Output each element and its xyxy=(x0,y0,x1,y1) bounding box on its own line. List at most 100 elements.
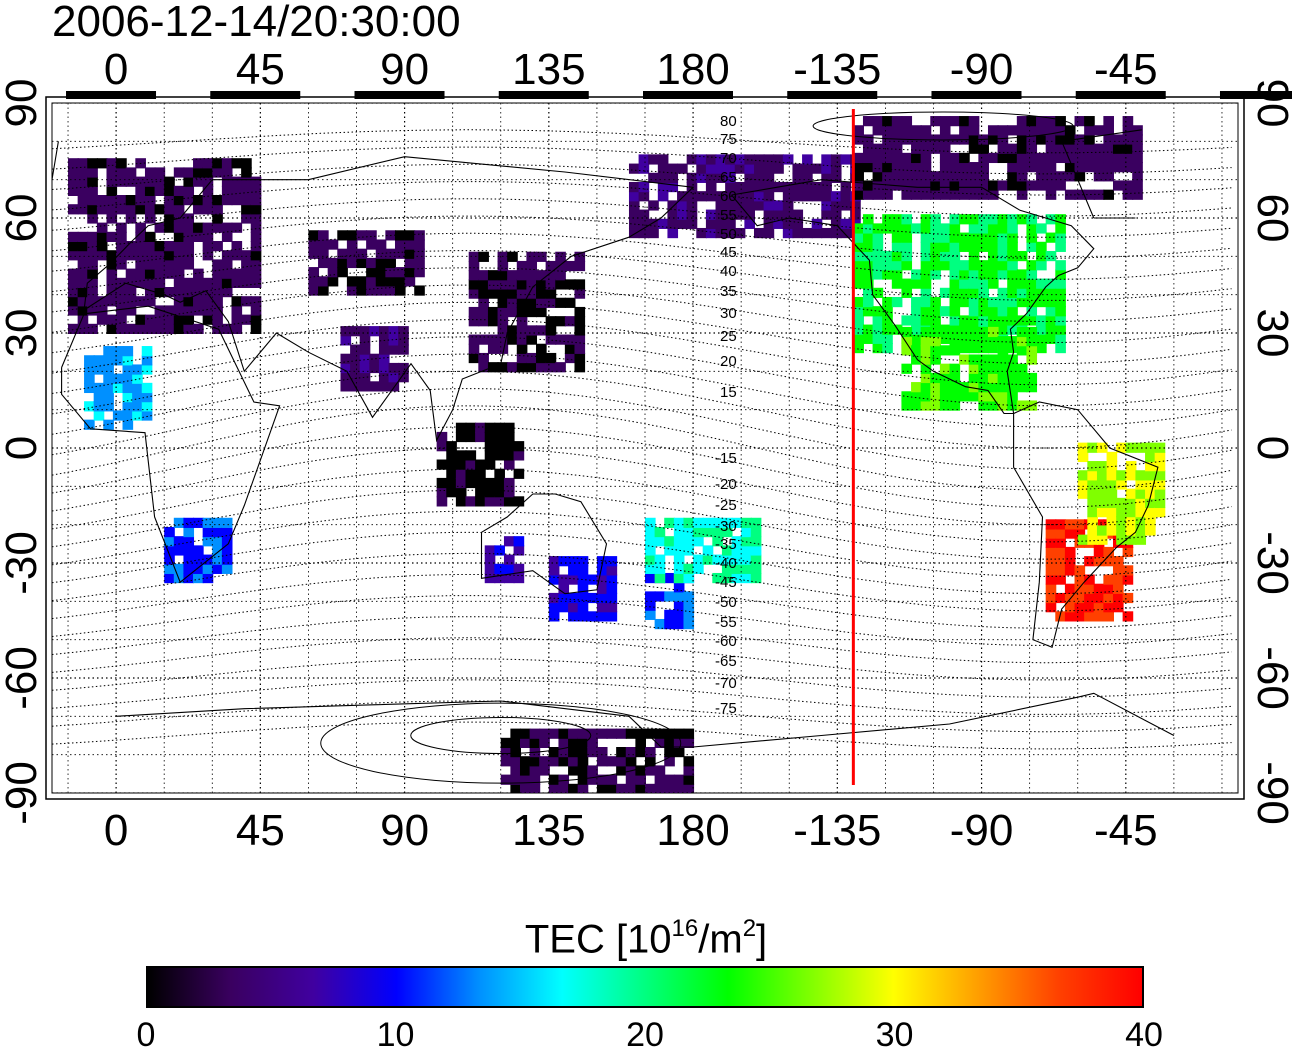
right-axis-label: 0 xyxy=(1248,436,1292,460)
mag-contour xyxy=(52,616,1232,664)
mag-contour xyxy=(52,426,1232,508)
mag-contour xyxy=(52,129,1232,154)
south-pole-contour xyxy=(410,717,592,754)
mag-contour xyxy=(52,370,1232,449)
mag-contour xyxy=(52,637,1232,681)
contour-label: -45 xyxy=(715,574,737,591)
tec-patch-se-asia xyxy=(436,422,525,507)
bottom-axis-label: -45 xyxy=(1094,806,1158,855)
mag-contour xyxy=(52,250,1232,301)
coastline xyxy=(1013,401,1159,649)
contour-label: 75 xyxy=(720,131,737,148)
colorbar-tick-label: 40 xyxy=(1125,1016,1163,1054)
bottom-axis-label: 0 xyxy=(104,806,128,855)
top-axis-label: 135 xyxy=(512,45,585,94)
tec-patch-pacific-south xyxy=(645,517,762,584)
coastlines xyxy=(52,129,1175,748)
graticule-grid xyxy=(52,103,1238,793)
contour-label: -60 xyxy=(715,633,737,650)
colorbar-tick-label: 10 xyxy=(376,1016,415,1054)
mag-contour xyxy=(52,284,1232,344)
mag-contour xyxy=(52,163,1232,196)
contour-label: 70 xyxy=(720,150,737,167)
top-axis-label: -45 xyxy=(1094,45,1158,94)
contour-label: 65 xyxy=(720,169,737,186)
top-axis-label: 45 xyxy=(236,45,285,94)
tec-patch-north-america xyxy=(853,214,1066,354)
contour-label: 45 xyxy=(720,244,737,261)
top-axis-label: 90 xyxy=(380,45,429,94)
axis-labels: 0 45 90 135 180 -135 -90 -45 0 45 90 135 180 -135 -90 -… xyxy=(0,45,1292,855)
mag-contour xyxy=(52,232,1232,280)
contour-label: -50 xyxy=(715,594,737,611)
contour-label: 20 xyxy=(720,353,737,370)
mag-contour xyxy=(52,700,1232,733)
colorbar-tick-label: 30 xyxy=(875,1016,914,1054)
right-axis-label: -30 xyxy=(1248,531,1292,595)
contour-label: -30 xyxy=(715,518,737,535)
mag-contour xyxy=(52,405,1232,491)
tec-patch-africa-south xyxy=(164,517,233,584)
coastline xyxy=(480,493,608,595)
coastline xyxy=(731,179,1095,415)
mag-contour xyxy=(52,181,1232,217)
contour-label: -35 xyxy=(715,536,737,553)
coastline xyxy=(52,129,1142,219)
contour-label: -15 xyxy=(715,450,737,467)
timestamp-title: 2006-12-14/20:30:00 xyxy=(52,0,461,46)
magnetic-latitude-contours xyxy=(52,111,1232,784)
tec-patch-central-america xyxy=(901,326,1038,411)
coastline xyxy=(116,692,1175,748)
right-axis-label: -90 xyxy=(1248,761,1292,825)
contour-label: 55 xyxy=(720,207,737,224)
north-pole-contour xyxy=(812,111,1074,141)
mag-contour xyxy=(52,552,1232,612)
left-axis-label: -90 xyxy=(0,761,46,825)
top-axis-label: -90 xyxy=(950,45,1014,94)
tec-patch-central-asia xyxy=(308,230,425,296)
top-axis-label: -135 xyxy=(793,45,881,94)
tec-data-patches xyxy=(68,116,1166,793)
contour-label: -65 xyxy=(715,653,737,670)
contour-label: -20 xyxy=(715,476,737,493)
contour-label: 80 xyxy=(720,113,737,130)
contour-label: 60 xyxy=(720,188,737,205)
right-axis-label: -60 xyxy=(1248,646,1292,710)
contour-label: 40 xyxy=(720,263,737,280)
top-axis-label: 180 xyxy=(656,45,729,94)
contour-label: -55 xyxy=(715,614,737,631)
mag-contour xyxy=(52,679,1232,715)
contour-label: -25 xyxy=(715,497,737,514)
contour-label: -40 xyxy=(715,555,737,572)
tec-patch-europe xyxy=(68,158,262,334)
mag-contour xyxy=(52,447,1232,526)
left-axis-label: 30 xyxy=(0,309,46,358)
bottom-axis-label: 180 xyxy=(656,806,729,855)
tec-patch-alaska xyxy=(628,154,861,239)
left-axis-label: -30 xyxy=(0,531,46,595)
right-axis-label: 60 xyxy=(1248,194,1292,243)
contour-label: -70 xyxy=(715,675,737,692)
tec-map: 8075706560555045403530252015-15-20-25-30… xyxy=(0,45,1292,855)
tec-patch-australia-east xyxy=(548,556,618,622)
mag-contour xyxy=(52,489,1232,560)
coastline xyxy=(83,156,695,443)
bottom-axis-label: 90 xyxy=(380,806,429,855)
tec-patch-india xyxy=(340,326,409,392)
bottom-axis-label: -135 xyxy=(793,806,881,855)
south-pole-contour-outer xyxy=(320,702,682,784)
contour-label: 35 xyxy=(720,283,737,300)
top-axis-label: 0 xyxy=(104,45,128,94)
tec-patch-australia-west xyxy=(484,536,525,584)
contour-label: -75 xyxy=(715,700,737,717)
tec-patch-canada-arctic xyxy=(853,116,1143,200)
left-axis-label: 90 xyxy=(0,79,46,128)
tec-patch-africa-north xyxy=(84,346,153,430)
colorbar xyxy=(146,966,1144,1008)
right-axis-label: 90 xyxy=(1248,79,1292,128)
mag-contour xyxy=(52,353,1232,428)
contour-label: 15 xyxy=(720,384,737,401)
bottom-axis-label: 135 xyxy=(512,806,585,855)
right-axis-label: 30 xyxy=(1248,309,1292,358)
